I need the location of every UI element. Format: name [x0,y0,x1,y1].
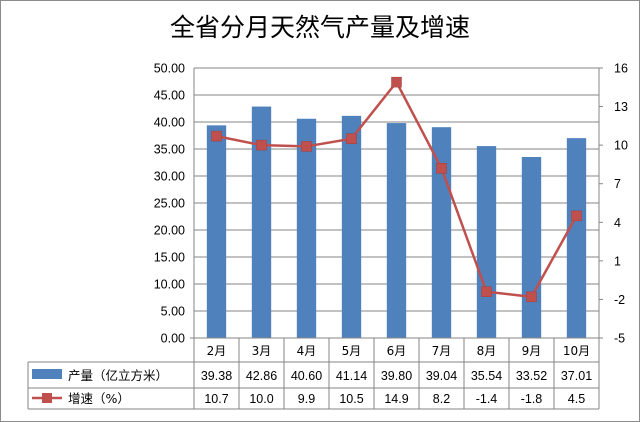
growth-value-cell: -1.4 [476,392,498,406]
bar [386,123,407,338]
line-marker [346,133,357,144]
left-axis-tick-label: 15.00 [154,251,185,265]
left-axis-tick-label: 5.00 [161,305,185,319]
line-marker [256,139,267,151]
line-marker [526,291,537,303]
line-series [211,76,582,303]
right-axis-tick-label: 10 [614,139,628,153]
line-marker [211,130,222,142]
category-label: 3月 [252,344,272,358]
category-label: 2月 [207,344,227,358]
bar [566,138,587,338]
category-label: 5月 [342,344,362,358]
growth-value-cell: 10.7 [204,392,228,406]
output-value-cell: 37.01 [561,369,592,383]
growth-value-cell: -1.8 [521,392,543,406]
category-label: 7月 [432,344,452,358]
output-value-cell: 39.80 [381,369,412,383]
category-label: 6月 [387,344,407,358]
line-marker [301,141,312,152]
right-axis-tick-label: 16 [614,62,628,76]
data-table: 2月 3月 4月 5月 6月 7月 8月 9月 10月 39.38 42.86 40.60 41.14 3… [27,338,600,410]
line-marker [436,163,447,174]
bar [521,156,542,338]
bar [341,115,362,339]
bar [251,106,272,338]
left-axis-tick-label: 30.00 [154,170,185,184]
line-marker [571,210,582,222]
growth-value-cell: 4.5 [568,392,585,406]
left-axis-tick-label: 10.00 [154,278,185,292]
line-marker [481,286,492,297]
chart-title: 全省分月天然气产量及增速 [169,13,470,42]
category-label: 10月 [563,344,590,358]
line-marker [391,76,402,88]
left-axis-tick-label: 45.00 [154,89,185,103]
right-axis-tick-label: -5 [614,332,625,346]
growth-value-cell: 8.2 [433,392,450,406]
left-axis-tick-label: 20.00 [154,224,185,238]
output-value-cell: 39.04 [426,369,457,383]
output-value-cell: 35.54 [471,369,502,383]
growth-value-cell: 10.0 [249,392,273,406]
bar [296,118,317,338]
category-label: 9月 [522,344,542,358]
output-value-cell: 39.38 [201,369,232,383]
left-axis-tick-label: 50.00 [154,62,185,76]
right-axis-tick-label: -2 [614,293,625,307]
left-axis-tick-label: 0.00 [161,332,185,346]
right-axis-tick-label: 13 [614,100,628,114]
output-value-cell: 42.86 [246,369,277,383]
growth-value-cell: 14.9 [384,392,408,406]
output-value-cell: 33.52 [516,369,547,383]
output-value-cell: 40.60 [291,369,322,383]
category-label: 8月 [477,344,497,358]
legend-label-output: 产量（亿立方米） [68,368,168,383]
bar [206,125,227,339]
growth-value-cell: 9.9 [298,392,315,406]
right-axis-tick-label: 1 [614,254,621,268]
growth-value-cell: 10.5 [339,392,363,406]
right-axis-tick-label: 7 [614,177,621,191]
legend-key-output [32,369,62,379]
left-axis-tick-label: 25.00 [154,197,185,211]
bar [476,146,497,338]
right-axis-tick-label: 4 [614,216,621,230]
category-label: 4月 [297,344,317,358]
left-axis-tick-label: 40.00 [154,116,185,130]
axes: 0.00 5.00 10.00 15.00 20.00 25.00 30.00 35.00 40… [154,62,628,409]
legend-key-growth-marker [42,393,52,403]
bar [431,127,452,339]
legend-label-growth: 增速（%） [68,391,130,406]
left-axis-tick-label: 35.00 [154,143,185,157]
output-value-cell: 41.14 [336,369,367,383]
